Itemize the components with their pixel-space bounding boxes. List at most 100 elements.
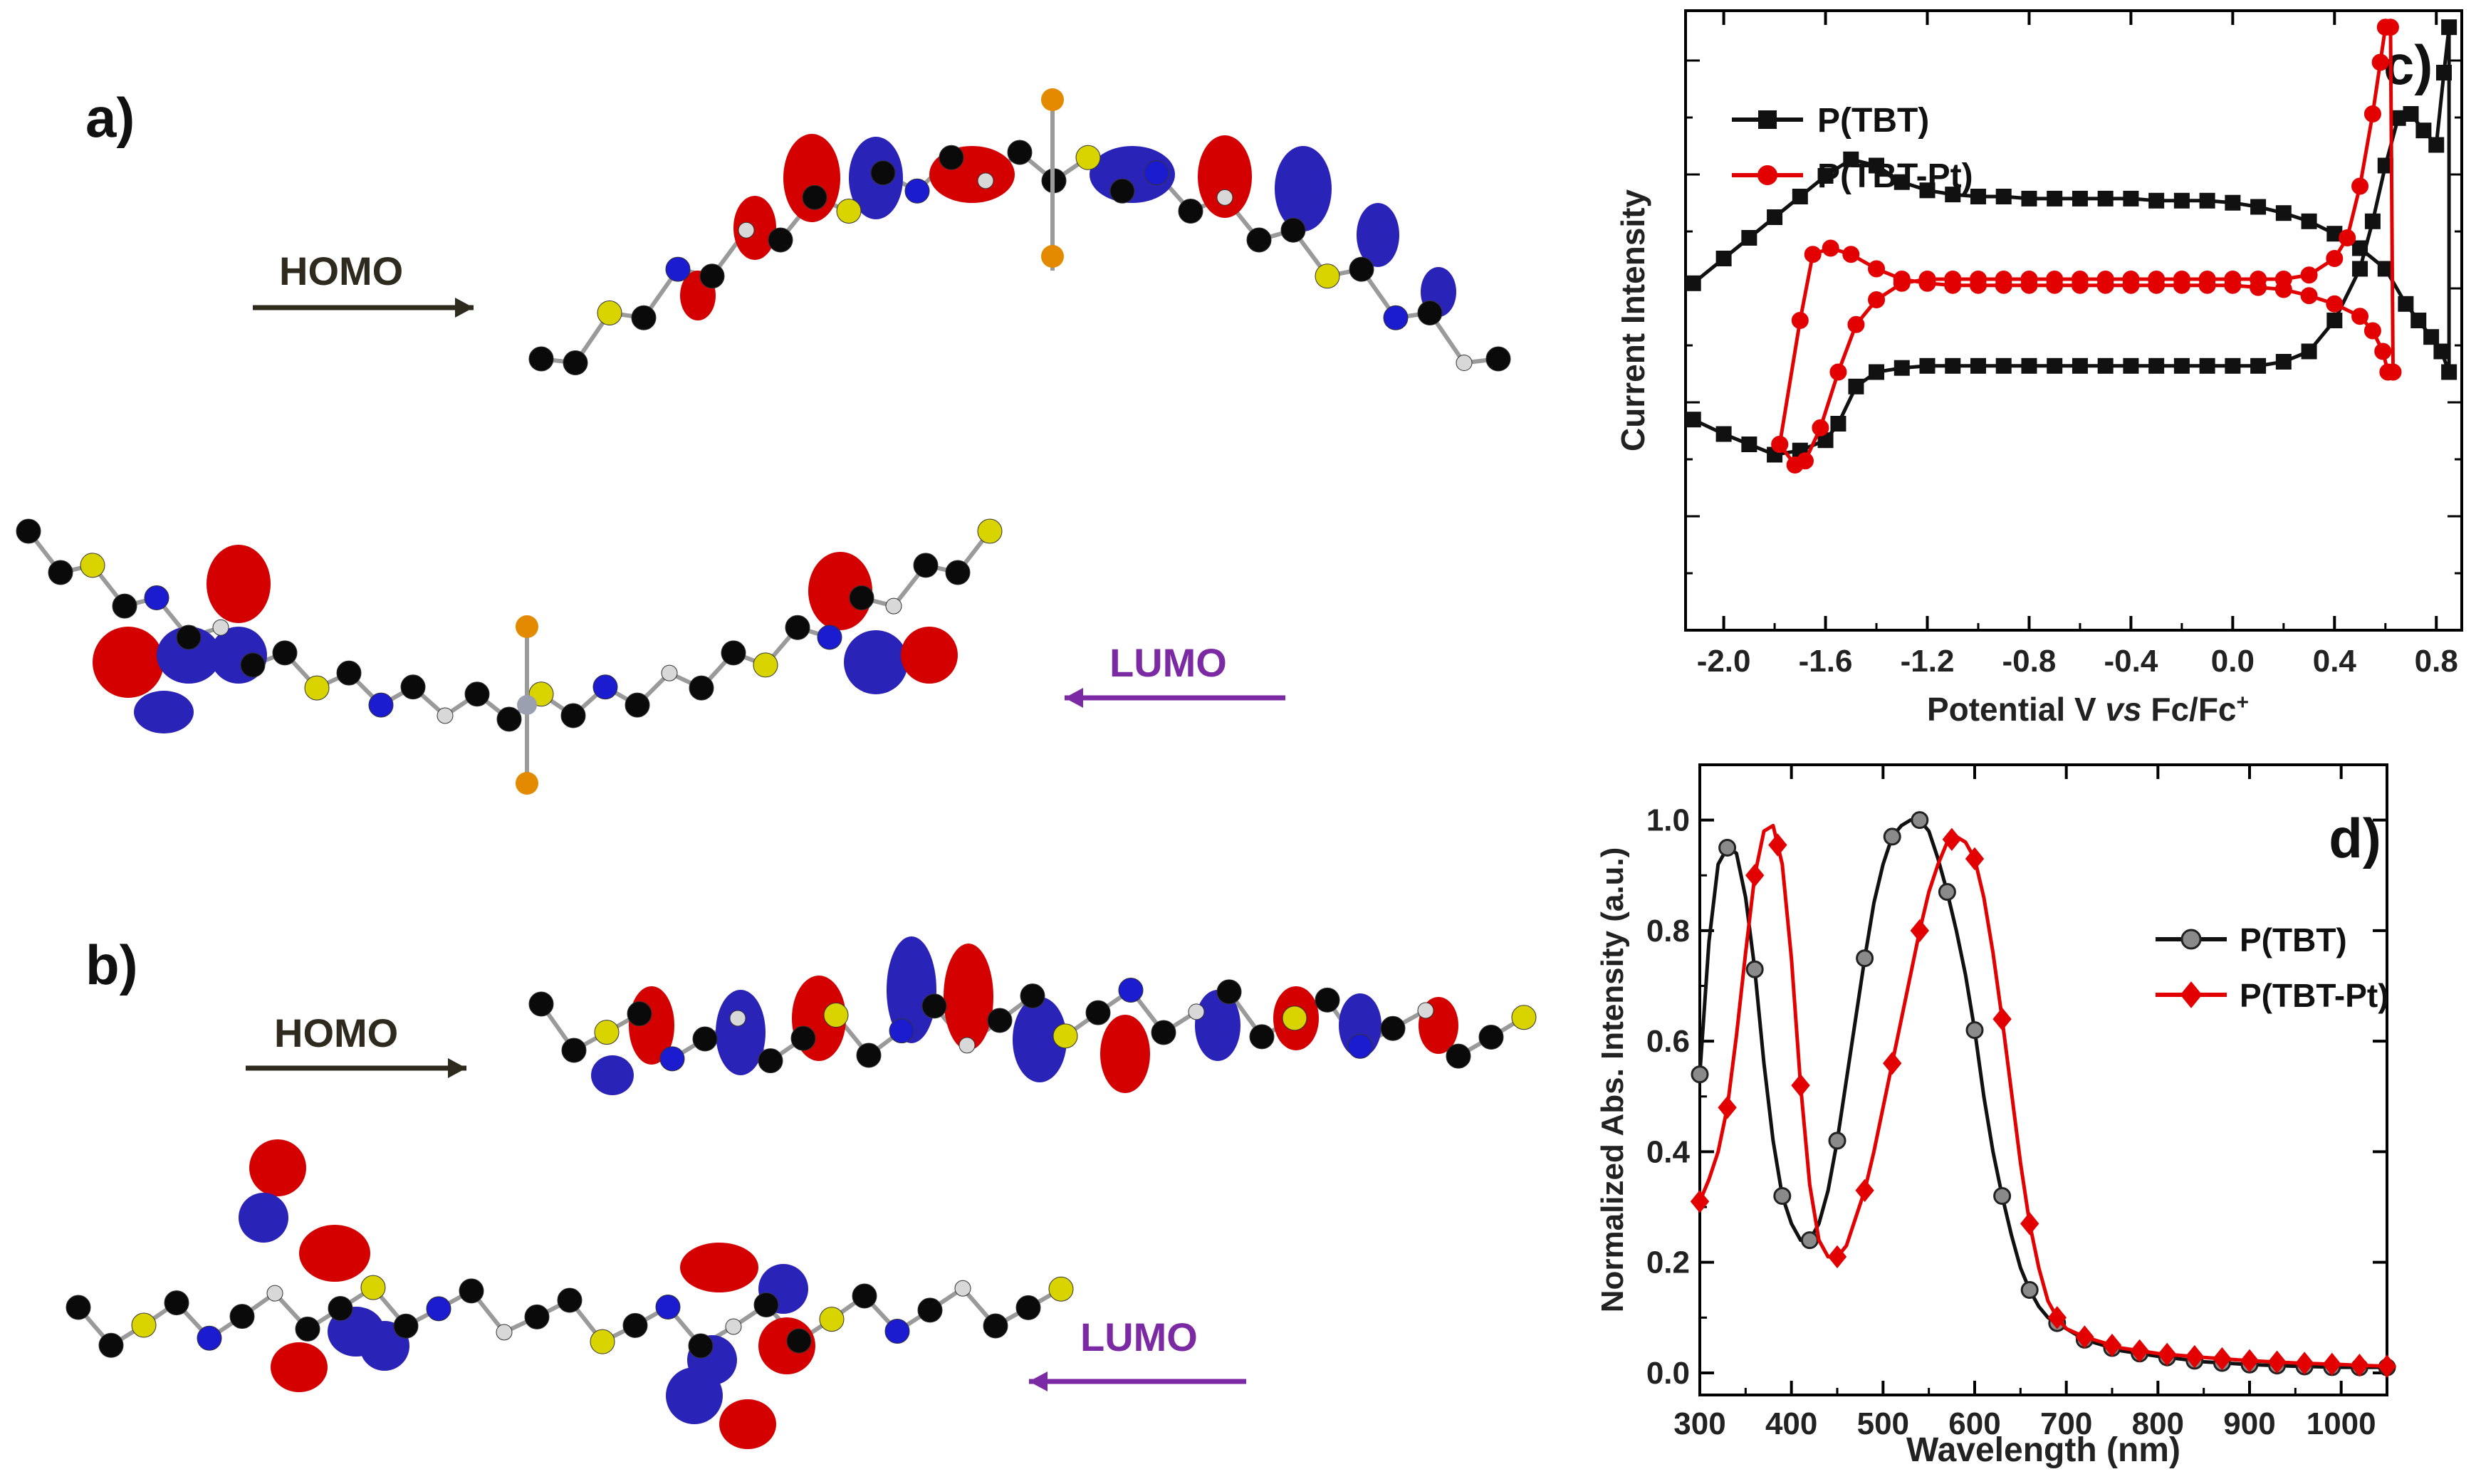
cv-plot-frame: [1684, 9, 2463, 632]
homo-a-molecule-lobe: [1357, 203, 1399, 267]
lumo-b-molecule-atom: [66, 1295, 91, 1320]
cv-data-point: [2435, 65, 2452, 80]
lumo-a-molecule-atom: [977, 518, 1003, 544]
lumo-b-molecule-atom: [426, 1296, 451, 1322]
abs-data-point: [1768, 833, 1787, 857]
homo-a-molecule-lobe: [1198, 135, 1252, 218]
homo-a-molecule-atom: [1349, 256, 1374, 282]
cv-legend-marker: [1757, 165, 1777, 185]
abs-y-axis-label: Normalized Abs. Intensity (a.u.): [1595, 847, 1630, 1313]
cv-data-point: [1791, 312, 1809, 329]
cv-data-point: [1995, 189, 2012, 204]
cv-data-point: [2021, 357, 2037, 374]
lumo-b-molecule-lobe: [239, 1193, 288, 1243]
lumo-b-molecule-atom: [524, 1304, 550, 1329]
cv-data-point: [1843, 151, 1859, 167]
cv-y-axis-label: Current Intensity: [1614, 189, 1651, 451]
cv-data-point: [2225, 357, 2241, 374]
homo-b-molecule-atom: [1188, 1003, 1205, 1020]
cv-data-point: [1796, 452, 1814, 470]
cv-data-point: [1969, 276, 1987, 294]
cv-data-point: [2326, 250, 2344, 267]
cv-data-point: [1822, 239, 1839, 257]
cv-data-point: [1830, 416, 1846, 432]
abs-data-point: [1911, 811, 1929, 830]
cv-data-point: [1945, 357, 1961, 374]
cv-data-point: [2199, 192, 2215, 209]
cv-data-point: [2071, 276, 2089, 294]
cv-data-point: [2428, 137, 2445, 153]
homo-label-b: HOMO: [274, 1010, 399, 1055]
cv-data-point: [2097, 190, 2114, 207]
cv-data-point: [2352, 261, 2368, 277]
lumo-b-molecule-atom: [884, 1319, 910, 1344]
abs-data-point: [1745, 864, 1765, 887]
cv-data-point: [2326, 313, 2343, 328]
cv-data-point: [1868, 291, 1886, 308]
abs-legend-label: P(TBT-Pt): [2240, 977, 2389, 1014]
abs-data-point: [1938, 883, 1956, 902]
cv-data-point: [1715, 426, 1732, 442]
abs-data-point: [2185, 1344, 2204, 1369]
homo-b-molecule-lobe: [887, 936, 936, 1043]
abs-legend-marker: [2180, 929, 2202, 950]
cv-data-point: [2381, 19, 2399, 36]
abs-data-point: [1883, 827, 1901, 846]
cv-data-point: [2274, 281, 2292, 298]
homo-a-molecule-atom: [904, 178, 930, 204]
homo-b-molecule-lobe: [716, 990, 766, 1075]
lumo-a-molecule-atom: [437, 707, 454, 724]
lumo-b-molecule-atom: [131, 1312, 157, 1338]
abs-data-point: [1745, 960, 1764, 978]
abs-y-tick-label: 1.0: [1646, 803, 1690, 838]
homo-b-molecule-lobe: [944, 944, 993, 1050]
abs-data-point: [2047, 1306, 2067, 1329]
lumo-b-molecule-atom: [917, 1297, 943, 1323]
cv-data-point: [1817, 432, 1834, 449]
abs-data-point: [1855, 1179, 1874, 1202]
cv-data-point: [2415, 122, 2432, 139]
cv-data-point: [1995, 357, 2012, 374]
cv-data-point: [2301, 343, 2317, 360]
cv-data-point: [2379, 363, 2397, 381]
lumo-b-molecule-atom: [360, 1275, 386, 1300]
abs-legend-label: P(TBT): [2240, 921, 2347, 958]
phosphorus-atom: [516, 615, 538, 638]
lumo-a-molecule-atom: [689, 675, 714, 701]
cv-data-point: [1812, 419, 1829, 437]
abs-data-point: [2322, 1352, 2341, 1376]
cv-data-point: [2199, 357, 2215, 374]
abs-data-point: [1828, 1132, 1846, 1150]
lumo-a-molecule-atom: [496, 706, 522, 732]
lumo-a-molecule-lobe: [134, 691, 194, 733]
cv-data-point: [2390, 110, 2406, 126]
lumo-a-molecule-atom: [464, 681, 490, 707]
cv-data-point: [2374, 343, 2392, 360]
lumo-b-molecule-atom: [197, 1325, 222, 1351]
abs-data-point: [1800, 1231, 1819, 1250]
lumo-b-molecule-lobe: [249, 1139, 306, 1196]
cv-data-point: [1919, 182, 1936, 199]
lumo-a-molecule-atom: [368, 692, 394, 718]
abs-data-point: [2350, 1354, 2369, 1377]
cv-data-point: [1685, 275, 1701, 291]
homo-a-molecule-atom: [1144, 160, 1169, 186]
homo-b-molecule-atom: [1020, 983, 1045, 1009]
abs-data-point: [1993, 1187, 2012, 1206]
cv-data-point: [2173, 192, 2190, 209]
lumo-arrow-b-head: [1029, 1371, 1048, 1391]
cv-data-point: [1842, 246, 1860, 263]
homo-b-molecule-atom: [921, 993, 947, 1019]
lumo-b-molecule-atom: [786, 1328, 812, 1354]
homo-a-molecule-atom: [1383, 305, 1409, 330]
cv-data-point: [2441, 19, 2457, 36]
cv-data-point: [2072, 357, 2088, 374]
cv-data-point: [2398, 296, 2414, 312]
lumo-b-molecule-atom: [393, 1313, 419, 1339]
abs-x-tick-label: 600: [1948, 1406, 2000, 1441]
lumo-a-molecule-lobe: [808, 552, 872, 630]
lumo-label-b: LUMO: [1080, 1315, 1198, 1359]
lumo-b-molecule-lobe: [719, 1399, 776, 1449]
cv-x-tick-label: -1.2: [1901, 644, 1955, 679]
abs-data-point: [2130, 1339, 2149, 1363]
